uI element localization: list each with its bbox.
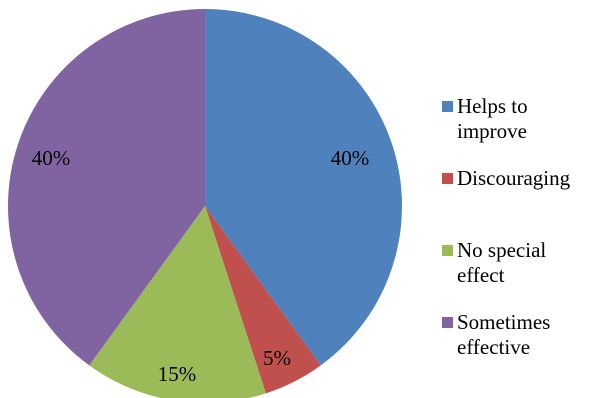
pie-slice-discouraging: [205, 206, 321, 394]
data-label-no-special-effect: 15%: [158, 362, 197, 386]
legend-item-helps-to-improve: Helps to improve: [442, 94, 562, 144]
legend-label: Sometimes effective: [457, 310, 551, 359]
data-label-sometimes-effective: 40%: [32, 146, 71, 170]
data-label-discouraging: 5%: [263, 346, 291, 370]
legend-item-discouraging: Discouraging: [442, 166, 609, 191]
legend-item-sometimes-effective: Sometimes effective: [442, 310, 562, 360]
legend-swatch: [442, 245, 453, 256]
legend-item-no-special-effect: No special effect: [442, 238, 562, 288]
legend-swatch: [442, 173, 453, 184]
legend-swatch: [442, 317, 453, 328]
legend-label: Discouraging: [457, 166, 571, 190]
legend-swatch: [442, 101, 453, 112]
data-label-helps-to-improve: 40%: [331, 146, 370, 170]
pie-slice-helps-to-improve: [205, 9, 403, 366]
pie-slice-no-special-effect: [89, 206, 266, 398]
pie-slice-sometimes-effective: [7, 9, 206, 366]
pie-slices: [7, 9, 403, 398]
legend-label: No special effect: [457, 238, 547, 287]
legend-label: Helps to improve: [457, 94, 528, 143]
pie-data-labels: 40% 5% 15% 40%: [32, 146, 370, 386]
